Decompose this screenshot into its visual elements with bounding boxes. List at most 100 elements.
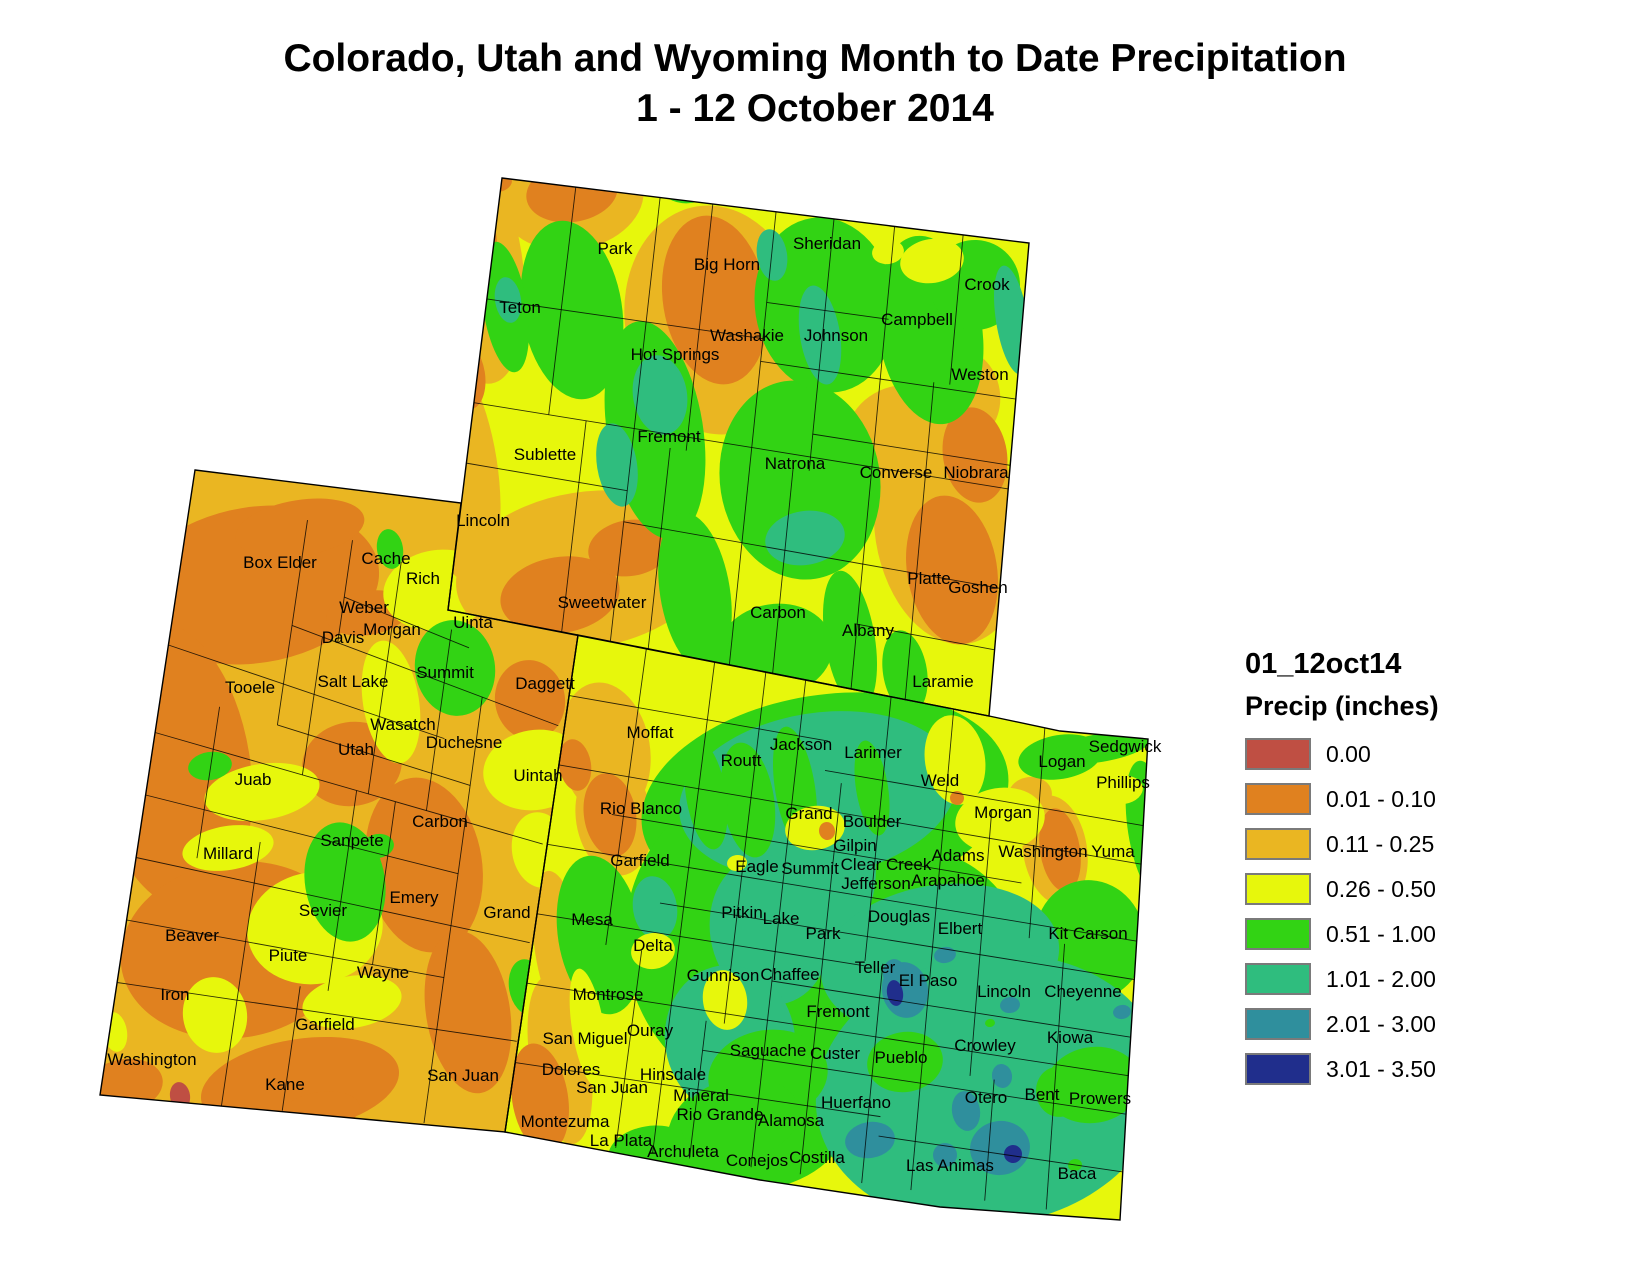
county-label-pueblo: Pueblo [875,1048,928,1067]
county-label-duchesne: Duchesne [426,733,503,752]
county-boundaries-layer [117,187,1144,1210]
county-label-sedgwick: Sedgwick [1089,737,1162,756]
county-label-campbell: Campbell [881,310,953,329]
county-label-lincoln: Lincoln [456,511,510,530]
county-label-saguache: Saguache [730,1041,807,1060]
county-label-conejos: Conejos [726,1151,788,1170]
legend-label: 0.51 - 1.00 [1326,920,1436,947]
legend-rows: 0.00 0.01 - 0.10 0.11 - 0.25 0.26 - 0.50 0.5… [1245,738,1439,1085]
county-label-rio-grande: Rio Grande [677,1105,764,1124]
county-label-morgan: Morgan [363,620,421,639]
legend-item-1.01-2.00: 1.01 - 2.00 [1245,963,1439,995]
county-grid-CO [515,648,1144,1210]
county-label-utah: Utah [338,740,374,759]
county-label-albany: Albany [842,621,894,640]
county-label-crook: Crook [964,275,1010,294]
county-label-weber: Weber [339,598,389,617]
legend-label: 0.26 - 0.50 [1326,875,1436,902]
legend-swatch [1245,1053,1311,1085]
map-legend: 01_12oct14 Precip (inches) 0.00 0.01 - 0.… [1245,648,1439,1098]
county-label-montrose: Montrose [573,985,644,1004]
county-label-juab: Juab [235,770,272,789]
county-label-hot-springs: Hot Springs [631,345,720,364]
county-label-jackson: Jackson [770,735,832,754]
county-label-elbert: Elbert [938,919,983,938]
county-label-gunnison: Gunnison [687,966,760,985]
county-label-crowley: Crowley [954,1036,1016,1055]
county-label-dolores: Dolores [542,1060,601,1079]
county-label-prowers: Prowers [1069,1089,1131,1108]
county-label-rich: Rich [406,569,440,588]
county-label-tooele: Tooele [225,678,275,697]
county-label-platte: Platte [907,569,950,588]
state-borders-layer [99,177,1149,1221]
county-label-yuma: Yuma [1091,842,1135,861]
county-label-boulder: Boulder [843,812,902,831]
county-label-carbon: Carbon [750,603,806,622]
county-label-goshen: Goshen [948,578,1008,597]
county-label-adams: Adams [932,846,985,865]
county-label-gilpin: Gilpin [833,836,876,855]
county-label-kit-carson: Kit Carson [1048,924,1127,943]
county-label-la-plata: La Plata [590,1131,653,1150]
county-label-las-animas: Las Animas [906,1156,994,1175]
county-label-garfield: Garfield [610,851,670,870]
legend-item-2.01-3.00: 2.01 - 3.00 [1245,1008,1439,1040]
precipitation-fill-layer [100,178,1148,1220]
legend-swatch [1245,963,1311,995]
legend-swatch [1245,918,1311,950]
county-label-weston: Weston [951,365,1008,384]
legend-heading: 01_12oct14 [1245,648,1402,680]
legend-swatch [1245,738,1311,770]
legend-item-3.01-3.50: 3.01 - 3.50 [1245,1053,1439,1085]
county-label-arapahoe: Arapahoe [911,871,985,890]
county-label-fremont: Fremont [806,1002,870,1021]
county-grid-UT [117,520,559,1124]
county-label-clear-creek: Clear Creek [841,855,932,874]
map-title: Colorado, Utah and Wyoming Month to Date… [283,34,1346,134]
county-label-cache: Cache [361,549,410,568]
county-label-kiowa: Kiowa [1047,1028,1094,1047]
county-label-washington: Washington [998,842,1087,861]
county-label-big-horn: Big Horn [694,255,760,274]
state-border-CO [504,634,1149,1221]
county-label-baca: Baca [1058,1164,1097,1183]
county-label-salt-lake: Salt Lake [318,672,389,691]
legend-swatch [1245,1008,1311,1040]
legend-subheading: Precip (inches) [1245,691,1439,721]
legend-label: 0.11 - 0.25 [1326,830,1435,857]
county-label-chaffee: Chaffee [760,965,819,984]
county-label-kane: Kane [265,1075,305,1094]
legend-item-0.26-0.50: 0.26 - 0.50 [1245,873,1439,905]
map-title-line2: 1 - 12 October 2014 [636,87,994,130]
county-label-logan: Logan [1038,752,1085,771]
county-label-niobrara: Niobrara [943,463,1009,482]
county-label-custer: Custer [810,1044,860,1063]
county-label-hinsdale: Hinsdale [640,1065,706,1084]
county-label-eagle: Eagle [735,857,778,876]
county-label-lake: Lake [763,909,800,928]
county-label-teller: Teller [855,958,896,977]
county-label-douglas: Douglas [868,907,930,926]
county-label-weld: Weld [921,771,959,790]
county-label-fremont: Fremont [637,427,701,446]
legend-label: 1.01 - 2.00 [1326,965,1436,992]
county-label-wasatch: Wasatch [370,715,436,734]
county-label-pitkin: Pitkin [721,903,763,922]
fill-CO [505,635,1148,1220]
county-label-wayne: Wayne [357,963,409,982]
county-label-sanpete: Sanpete [320,831,383,850]
county-grid-WY [466,187,1016,700]
county-label-larimer: Larimer [844,743,902,762]
county-label-moffat: Moffat [627,723,674,742]
county-label-carbon: Carbon [412,812,468,831]
county-label-laramie: Laramie [912,672,973,691]
county-label-sevier: Sevier [299,901,348,920]
county-label-san-juan: San Juan [427,1066,499,1085]
county-label-grand: Grand [483,903,530,922]
county-label-grand: Grand [785,804,832,823]
county-label-rio-blanco: Rio Blanco [600,799,682,818]
county-label-archuleta: Archuleta [647,1142,719,1161]
